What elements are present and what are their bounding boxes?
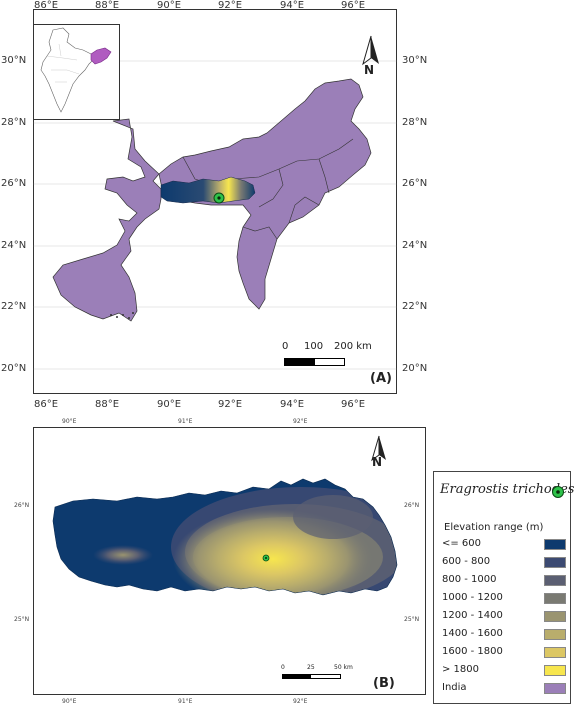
scale-label: 0 [281,664,285,671]
panel-a-bottom-tick: 90°E [157,399,182,410]
legend-swatch [544,539,566,550]
legend-subtitle: Elevation range (m) [444,522,544,533]
legend-item: 1600 - 1800 [442,645,567,661]
legend-item: <= 600 [442,537,567,553]
legend-item: > 1800 [442,663,567,679]
panel-a-map [33,60,397,370]
panel-a-bottom-tick: 92°E [218,399,243,410]
panel-a-top-tick: 90°E [157,0,182,11]
panel-b-frame [33,427,426,695]
panel-a-bottom-tick: 86°E [34,399,59,410]
panel-b-right-tick: 26°N [404,502,420,509]
panel-a-left-tick: 30°N [1,55,27,66]
north-label: N [372,455,383,469]
legend-swatch [544,647,566,658]
panel-b-left-tick: 25°N [14,616,30,623]
legend-item-label: 1000 - 1200 [442,592,503,603]
north-label: N [364,63,375,77]
panel-a-right-tick: 28°N [402,117,428,128]
scale-label: 50 km [334,664,353,671]
panel-a-left-tick: 28°N [1,117,27,128]
legend-swatch [544,557,566,568]
panel-a-left-tick: 22°N [1,301,27,312]
panel-a-top-tick: 92°E [218,0,243,11]
panel-b-bottom-tick: 92°E [293,698,308,705]
panel-a-right-tick: 20°N [402,363,428,374]
panel-a-right-tick: 24°N [402,240,428,251]
legend-item: 1400 - 1600 [442,627,567,643]
legend-swatch [544,593,566,604]
panel-b-bottom-tick: 91°E [178,698,193,705]
legend-item-label: 1400 - 1600 [442,628,503,639]
legend-item-label: > 1800 [442,664,480,675]
panel-b-left-tick: 26°N [14,502,30,509]
legend-item-label: India [442,682,467,693]
meghalaya-elevation [160,176,256,204]
panel-a-label: (A) [370,371,392,386]
panel-b-top-tick: 91°E [178,418,193,425]
panel-a-bottom-tick: 96°E [341,399,366,410]
panel-a-bottom-tick: 94°E [280,399,305,410]
panel-a-right-tick: 30°N [402,55,428,66]
legend-item: 600 - 800 [442,555,567,571]
scale-bar [282,674,341,679]
legend-item-label: 800 - 1000 [442,574,497,585]
species-marker-icon [552,486,564,498]
panel-a-top-tick: 88°E [95,0,120,11]
legend-item-label: 1200 - 1400 [442,610,503,621]
panel-a-left-tick: 24°N [1,240,27,251]
scale-label: 100 [304,341,324,352]
panel-b-right-tick: 25°N [404,616,420,623]
scale-label: 0 [282,341,289,352]
panel-b-label: (B) [373,676,395,691]
legend-item: India [442,681,567,697]
panel-a-top-tick: 86°E [34,0,59,11]
panel-b-bottom-tick: 90°E [62,698,77,705]
legend-swatch [544,629,566,640]
inset-india-map [33,24,120,120]
north-arrow-icon [362,35,379,66]
panel-b-top-tick: 92°E [293,418,308,425]
panel-a-left-tick: 26°N [1,178,27,189]
panel-b-top-tick: 90°E [62,418,77,425]
scale-bar [284,358,345,366]
north-arrow-icon [371,435,386,462]
scale-label: 25 [307,664,315,671]
legend-item: 1000 - 1200 [442,591,567,607]
legend: Eragrostis trichodes Elevation range (m)… [433,471,575,704]
panel-a-top-tick: 96°E [341,0,366,11]
legend-species-name: Eragrostis trichodes [440,482,575,497]
scale-label: 200 km [334,341,372,352]
panel-a-right-tick: 22°N [402,301,428,312]
legend-item: 1200 - 1400 [442,609,567,625]
legend-swatch [544,665,566,676]
legend-item-label: 600 - 800 [442,556,491,567]
legend-item-label: <= 600 [442,538,482,549]
panel-a-frame [33,9,397,394]
panel-a-left-tick: 20°N [1,363,27,374]
panel-a-top-tick: 94°E [280,0,305,11]
legend-swatch [544,611,566,622]
panel-b-elevation-map [52,478,398,596]
legend-item: 800 - 1000 [442,573,567,589]
legend-swatch [544,575,566,586]
legend-item-label: 1600 - 1800 [442,646,503,657]
panel-a-bottom-tick: 88°E [95,399,120,410]
legend-swatch [544,683,566,694]
panel-a-right-tick: 26°N [402,178,428,189]
